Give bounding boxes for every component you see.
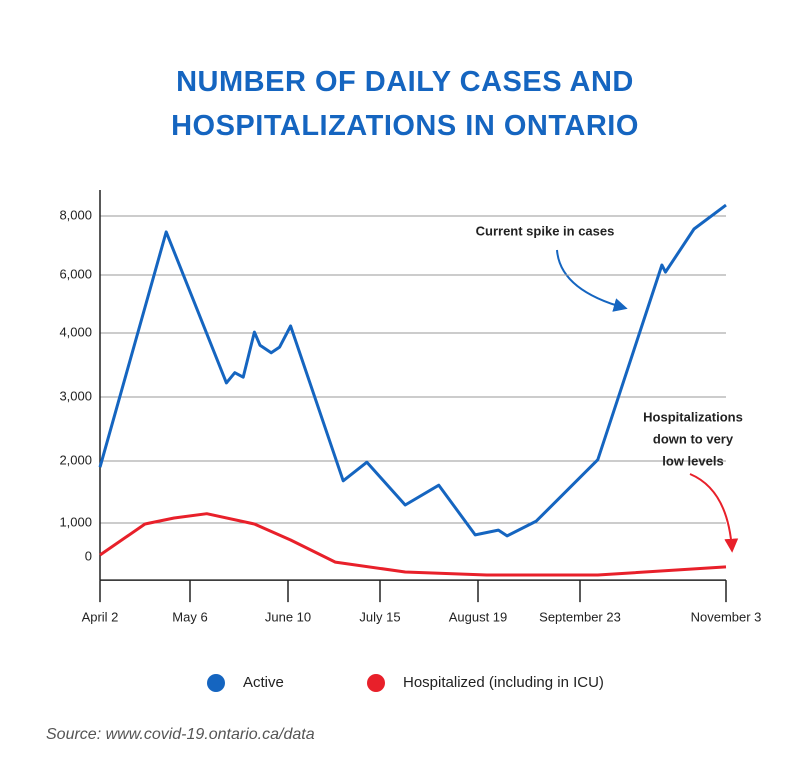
x-tick-label: August 19 — [449, 610, 508, 625]
x-tick-label: November 3 — [691, 610, 762, 625]
legend-marker — [367, 674, 385, 692]
y-tick-label: 6,000 — [59, 266, 92, 281]
annotation-arrow — [556, 249, 628, 312]
series-line — [98, 203, 727, 538]
y-tick-label: 2,000 — [59, 452, 92, 467]
x-tick-label: June 10 — [265, 610, 311, 625]
y-tick-label: 3,000 — [59, 388, 92, 403]
x-tick-label: September 23 — [539, 610, 621, 625]
legend-label: Hospitalized (including in ICU) — [403, 674, 604, 691]
annotation-arrow — [689, 473, 739, 553]
annotation: down to very — [653, 431, 734, 446]
annotation: Hospitalizations — [643, 409, 743, 424]
y-tick-label: 0 — [85, 548, 92, 563]
annotation: Current spike in cases — [476, 223, 615, 238]
x-tick-label: May 6 — [172, 610, 207, 625]
x-tick-label: July 15 — [359, 610, 400, 625]
legend-label: Active — [243, 674, 284, 691]
annotation: low levels — [662, 453, 723, 468]
chart-title: NUMBER OF DAILY CASES AND HOSPITALIZATIO… — [171, 66, 639, 142]
source: Source: www.covid-19.ontario.ca/data — [46, 726, 315, 743]
x-tick-label: April 2 — [82, 610, 119, 625]
y-tick-label: 8,000 — [59, 207, 92, 222]
y-tick-label: 4,000 — [59, 324, 92, 339]
legend-marker — [207, 674, 225, 692]
y-tick-label: 1,000 — [59, 514, 92, 529]
series-line — [99, 512, 727, 577]
